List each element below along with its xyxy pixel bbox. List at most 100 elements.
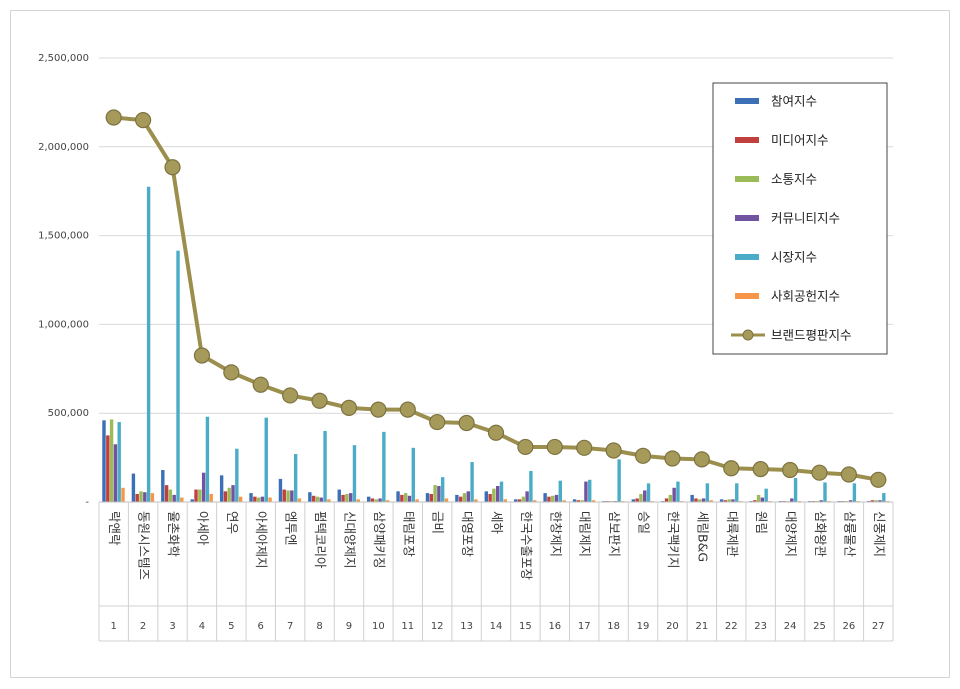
bar-5-1 (117, 422, 121, 502)
bar-1-9 (337, 489, 341, 502)
bar-3-17 (580, 500, 584, 502)
bar-6-15 (533, 500, 537, 502)
bar-2-22 (723, 500, 728, 502)
bar-3-6 (256, 497, 261, 502)
bar-4-22 (731, 499, 735, 502)
brand-index-point-2 (135, 112, 152, 129)
bar-4-26 (848, 500, 853, 502)
bar-6-8 (327, 499, 331, 502)
bar-5-6 (264, 417, 268, 502)
bar-1-5 (219, 475, 224, 502)
x-rank-label: 27 (872, 621, 885, 632)
bar-3-9 (345, 494, 349, 502)
brand-index-point-12 (429, 413, 446, 431)
bar-4-10 (378, 498, 382, 502)
bar-1-3 (161, 470, 165, 502)
bar-2-20 (664, 498, 669, 502)
bar-1-4 (190, 499, 194, 502)
bar-5-25 (823, 482, 827, 502)
x-category-label: 세림B&G (695, 511, 710, 562)
brand-index-point-13 (458, 414, 475, 432)
bar-2-6 (253, 496, 257, 502)
bar-4-5 (231, 485, 235, 502)
bar-1-12 (425, 493, 430, 502)
brand-index-point-6 (252, 376, 269, 393)
bar-6-12 (444, 498, 449, 502)
brand-index-point-14 (487, 424, 505, 441)
bar-5-21 (705, 483, 710, 502)
x-category-label: 한국팩키지 (666, 511, 681, 569)
bar-2-8 (311, 495, 316, 502)
brand-index-point-4 (193, 347, 211, 364)
legend-swatch-1 (735, 98, 759, 104)
x-rank-label: 20 (666, 621, 679, 632)
bar-5-23 (764, 488, 768, 502)
brand-index-point-22 (723, 460, 740, 477)
x-category-label: 대륙제관 (725, 511, 740, 558)
x-category-label: 신대양제지 (342, 511, 357, 569)
x-category-label: 대양제지 (784, 511, 799, 557)
bar-3-10 (374, 499, 378, 502)
x-rank-label: 9 (346, 621, 352, 632)
y-axis: - 500,000 1,000,000 1,500,000 2,000,000 2,500… (38, 53, 89, 508)
bar-5-20 (676, 481, 680, 502)
legend-label-4: 커뮤니티지수 (771, 211, 840, 226)
bar-2-5 (223, 491, 228, 502)
bar-6-17 (591, 500, 596, 502)
bar-3-2 (139, 491, 143, 502)
bar-4-23 (760, 497, 765, 502)
x-category-label: 승일 (637, 511, 652, 534)
bar-2-3 (164, 485, 169, 502)
bar-2-19 (635, 498, 639, 502)
bar-5-10 (382, 431, 386, 502)
bar-3-21 (698, 499, 702, 502)
x-rank-label: 1 (111, 621, 117, 632)
bar-5-12 (440, 477, 445, 502)
x-rank-label: 18 (607, 621, 620, 632)
x-rank-label: 13 (460, 621, 473, 632)
bar-1-1 (102, 420, 106, 502)
brand-index-point-21 (693, 451, 710, 468)
bar-6-5 (238, 496, 243, 502)
legend-label-2: 미디어지수 (771, 133, 829, 148)
bar-6-11 (415, 499, 419, 502)
bar-3-12 (433, 485, 437, 502)
x-rank-label: 21 (695, 621, 708, 632)
x-rank-label: 8 (316, 621, 322, 632)
bar-5-11 (411, 447, 415, 502)
brand-index-point-20 (664, 450, 681, 467)
brand-index-point-5 (223, 364, 240, 381)
bar-5-17 (588, 479, 592, 502)
bar-5-26 (852, 483, 857, 502)
bar-1-21 (690, 494, 694, 502)
legend-label-1: 참여지수 (771, 94, 817, 109)
x-category-label: 한창제지 (548, 511, 563, 557)
bar-4-9 (348, 493, 353, 502)
brand-index-point-9 (340, 399, 358, 416)
bar-6-16 (562, 500, 566, 502)
y-tick-label: 500,000 (48, 408, 89, 419)
bars (102, 186, 890, 502)
bar-4-21 (701, 498, 706, 502)
bar-3-3 (168, 489, 173, 502)
bar-1-22 (719, 499, 724, 502)
x-category-label: 아세아 (195, 511, 210, 546)
bar-3-20 (668, 494, 673, 502)
brand-index-point-11 (399, 401, 416, 418)
brand-index-line (105, 109, 887, 488)
bar-5-24 (793, 478, 798, 502)
bar-3-11 (403, 493, 408, 502)
x-rank-label: 24 (784, 621, 797, 632)
bar-3-14 (492, 488, 496, 502)
bar-5-5 (235, 448, 239, 502)
bar-2-1 (106, 435, 110, 502)
bar-1-7 (278, 478, 283, 502)
bar-4-24 (790, 498, 794, 502)
bar-4-13 (466, 491, 470, 502)
bar-5-8 (323, 430, 327, 502)
y-tick-label: - (85, 497, 89, 508)
bar-1-16 (543, 493, 547, 502)
bar-6-14 (503, 499, 507, 502)
bar-1-14 (484, 491, 488, 502)
